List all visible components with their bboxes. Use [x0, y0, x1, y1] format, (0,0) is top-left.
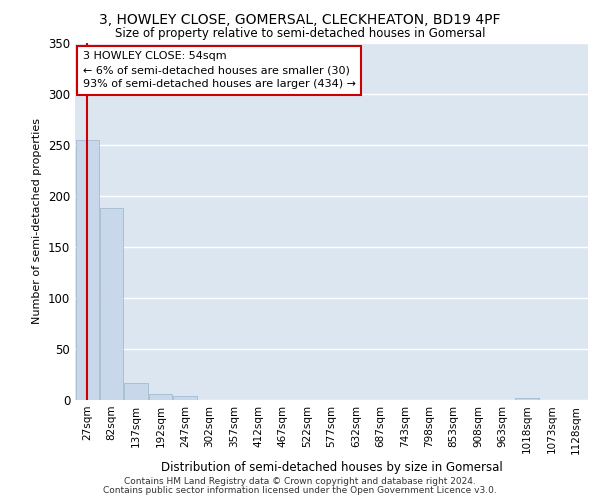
Text: 3, HOWLEY CLOSE, GOMERSAL, CLECKHEATON, BD19 4PF: 3, HOWLEY CLOSE, GOMERSAL, CLECKHEATON, … — [99, 12, 501, 26]
Bar — [149, 394, 172, 400]
Text: 3 HOWLEY CLOSE: 54sqm
← 6% of semi-detached houses are smaller (30)
93% of semi-: 3 HOWLEY CLOSE: 54sqm ← 6% of semi-detac… — [83, 52, 356, 90]
Bar — [515, 398, 539, 400]
Y-axis label: Number of semi-detached properties: Number of semi-detached properties — [32, 118, 43, 324]
Text: Size of property relative to semi-detached houses in Gomersal: Size of property relative to semi-detach… — [115, 28, 485, 40]
Text: Contains public sector information licensed under the Open Government Licence v3: Contains public sector information licen… — [103, 486, 497, 495]
Bar — [100, 208, 123, 400]
Bar — [76, 140, 99, 400]
Bar — [124, 382, 148, 400]
X-axis label: Distribution of semi-detached houses by size in Gomersal: Distribution of semi-detached houses by … — [161, 460, 502, 473]
Bar — [173, 396, 197, 400]
Text: Contains HM Land Registry data © Crown copyright and database right 2024.: Contains HM Land Registry data © Crown c… — [124, 477, 476, 486]
